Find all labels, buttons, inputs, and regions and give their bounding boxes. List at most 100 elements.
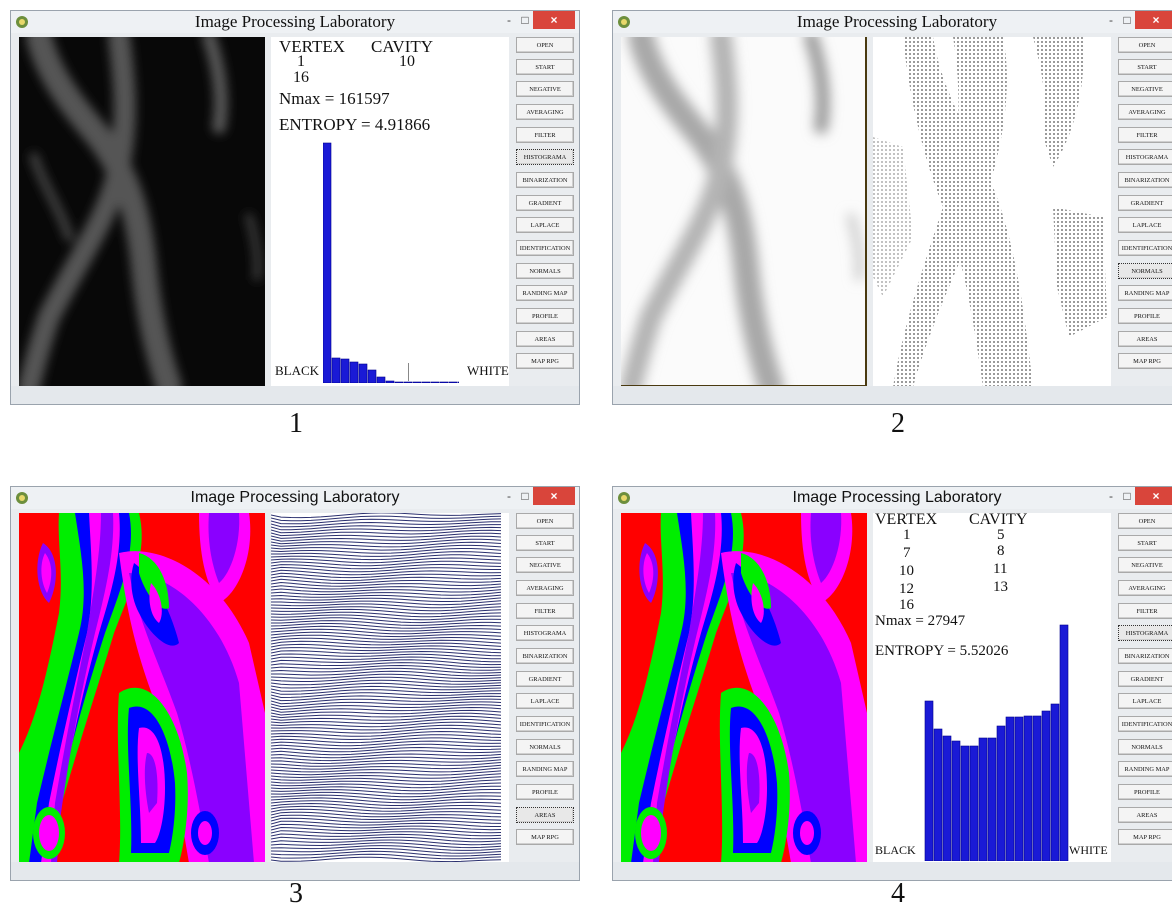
profile-button[interactable]: PROFILE (516, 784, 574, 800)
histogram-bar (1023, 715, 1033, 861)
open-button[interactable]: OPEN (1118, 37, 1172, 53)
identification-button[interactable]: IDENTIFICATION (516, 240, 574, 256)
profile-button[interactable]: PROFILE (516, 308, 574, 324)
start-button[interactable]: START (516, 59, 574, 75)
normals-button[interactable]: NORMALS (516, 263, 574, 279)
randing-map-button[interactable]: RANDING MAP (516, 761, 574, 777)
normals-button[interactable]: NORMALS (1118, 263, 1172, 279)
panel-caption: 1 (289, 408, 303, 439)
map-rpg-button[interactable]: MAP RPG (516, 829, 574, 845)
binarization-button[interactable]: BINARIZATION (516, 172, 574, 188)
randing-map-button[interactable]: RANDING MAP (516, 285, 574, 301)
histograma-button[interactable]: HISTOGRAMA (516, 149, 574, 165)
profile-line (271, 566, 501, 573)
gradient-button[interactable]: GRADIENT (516, 195, 574, 211)
identification-button[interactable]: IDENTIFICATION (516, 716, 574, 732)
close-button[interactable]: × (1135, 11, 1172, 29)
areas-button[interactable]: AREAS (1118, 807, 1172, 823)
histogram-left-label: BLACK (875, 843, 916, 857)
minimize-button[interactable]: - (1109, 13, 1113, 27)
normals-button[interactable]: NORMALS (516, 739, 574, 755)
randing-map-button[interactable]: RANDING MAP (1118, 285, 1172, 301)
histograma-button[interactable]: HISTOGRAMA (1118, 625, 1172, 641)
filter-button[interactable]: FILTER (516, 127, 574, 143)
areas-button[interactable]: AREAS (516, 331, 574, 347)
identification-button[interactable]: IDENTIFICATION (1118, 240, 1172, 256)
title-bar[interactable]: Image Processing Laboratory - □ × (613, 11, 1172, 33)
gradient-button[interactable]: GRADIENT (516, 671, 574, 687)
negative-button[interactable]: NEGATIVE (516, 557, 574, 573)
randing-map-button[interactable]: RANDING MAP (1118, 761, 1172, 777)
histogram-bar (421, 381, 431, 383)
open-button[interactable]: OPEN (1118, 513, 1172, 529)
maximize-button[interactable]: □ (521, 13, 529, 27)
binarization-button[interactable]: BINARIZATION (516, 648, 574, 664)
filter-button[interactable]: FILTER (1118, 603, 1172, 619)
map-rpg-button[interactable]: MAP RPG (516, 353, 574, 369)
laplace-button[interactable]: LAPLACE (516, 693, 574, 709)
map-rpg-button[interactable]: MAP RPG (1118, 353, 1172, 369)
map-rpg-button[interactable]: MAP RPG (1118, 829, 1172, 845)
profile-line (271, 842, 502, 849)
averaging-button[interactable]: AVERAGING (1118, 104, 1172, 120)
areas-button[interactable]: AREAS (1118, 331, 1172, 347)
minimize-button[interactable]: - (507, 489, 511, 503)
profile-line (271, 548, 502, 554)
minimize-button[interactable]: - (507, 13, 511, 27)
binarization-button[interactable]: BINARIZATION (1118, 648, 1172, 664)
negative-button[interactable]: NEGATIVE (1118, 81, 1172, 97)
areas-button[interactable]: AREAS (516, 807, 574, 823)
title-bar[interactable]: Image Processing Laboratory - □ × (613, 487, 1172, 509)
histograma-button[interactable]: HISTOGRAMA (1118, 149, 1172, 165)
close-button[interactable]: × (1135, 487, 1172, 505)
averaging-button[interactable]: AVERAGING (516, 104, 574, 120)
panel-3: Image Processing Laboratory - □ × (10, 486, 580, 911)
profile-button[interactable]: PROFILE (1118, 784, 1172, 800)
negative-button[interactable]: NEGATIVE (1118, 557, 1172, 573)
title-bar[interactable]: Image Processing Laboratory - □ × (11, 11, 579, 33)
laplace-button[interactable]: LAPLACE (1118, 217, 1172, 233)
start-button[interactable]: START (516, 535, 574, 551)
minimize-button[interactable]: - (1109, 489, 1113, 503)
filter-button[interactable]: FILTER (1118, 127, 1172, 143)
binarization-button[interactable]: BINARIZATION (1118, 172, 1172, 188)
profile-line (271, 524, 501, 531)
profile-line (271, 848, 502, 854)
profile-line (271, 532, 502, 539)
profile-line (271, 541, 502, 548)
title-bar[interactable]: Image Processing Laboratory - □ × (11, 487, 579, 509)
start-button[interactable]: START (1118, 535, 1172, 551)
open-button[interactable]: OPEN (516, 513, 574, 529)
vertex-header: VERTEX (875, 513, 938, 528)
histogram-right-label: WHITE (467, 363, 509, 378)
filter-button[interactable]: FILTER (516, 603, 574, 619)
negative-button[interactable]: NEGATIVE (516, 81, 574, 97)
normals-button[interactable]: NORMALS (1118, 739, 1172, 755)
averaging-button[interactable]: AVERAGING (516, 580, 574, 596)
close-button[interactable]: × (533, 11, 575, 29)
start-button[interactable]: START (1118, 59, 1172, 75)
histograma-button[interactable]: HISTOGRAMA (516, 625, 574, 641)
profile-line (271, 756, 502, 762)
profile-line (271, 513, 502, 519)
panel-1: Image Processing Laboratory - □ × (10, 10, 580, 450)
histogram-bar (439, 381, 449, 383)
profile-line (271, 518, 502, 525)
profile-button[interactable]: PROFILE (1118, 308, 1172, 324)
laplace-button[interactable]: LAPLACE (1118, 693, 1172, 709)
maximize-button[interactable]: □ (521, 489, 529, 503)
profile-line (271, 704, 502, 711)
profile-lines (271, 513, 509, 863)
gradient-button[interactable]: GRADIENT (1118, 195, 1172, 211)
laplace-button[interactable]: LAPLACE (516, 217, 574, 233)
close-button[interactable]: × (533, 487, 575, 505)
maximize-button[interactable]: □ (1123, 489, 1131, 503)
averaging-button[interactable]: AVERAGING (1118, 580, 1172, 596)
maximize-button[interactable]: □ (1123, 13, 1131, 27)
open-button[interactable]: OPEN (516, 37, 574, 53)
gradient-button[interactable]: GRADIENT (1118, 671, 1172, 687)
identification-button[interactable]: IDENTIFICATION (1118, 716, 1172, 732)
profile-line (271, 817, 502, 824)
profile-line (271, 737, 502, 744)
